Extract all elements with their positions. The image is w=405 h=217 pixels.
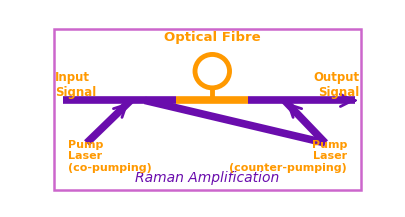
Text: Pump
Laser
(co-pumping): Pump Laser (co-pumping) (68, 140, 151, 173)
Text: Input
Signal: Input Signal (55, 71, 96, 99)
Text: Raman Amplification: Raman Amplification (135, 171, 280, 185)
Text: Output
Signal: Output Signal (313, 71, 360, 99)
Text: Optical Fibre: Optical Fibre (164, 31, 260, 44)
Text: Pump
Laser
(counter-pumping): Pump Laser (counter-pumping) (230, 140, 347, 173)
